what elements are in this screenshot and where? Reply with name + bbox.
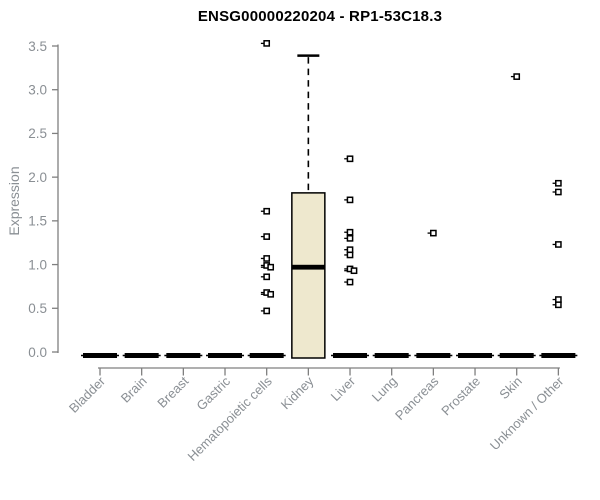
outlier-point [555, 241, 562, 248]
boxplot-breast [164, 353, 203, 358]
x-tick-label-pancreas: Pancreas [392, 373, 442, 423]
collapsed-box [166, 353, 201, 358]
boxplot-liver [331, 155, 370, 358]
outlier-point [513, 73, 521, 80]
outlier-point [346, 278, 354, 286]
boxplot-unknown-other [539, 179, 578, 358]
y-tick-label: 3.5 [28, 39, 47, 54]
outlier-point [350, 267, 358, 275]
x-tick-label-kidney: Kidney [278, 373, 317, 412]
x-tick-label-brain: Brain [118, 374, 150, 406]
collapsed-box [416, 353, 451, 358]
outlier-point [267, 263, 275, 271]
outlier-point [267, 290, 275, 298]
collapsed-box [458, 353, 493, 358]
x-tick-label-bladder: Bladder [66, 373, 109, 416]
outlier-point [263, 40, 271, 47]
median-line [291, 264, 325, 270]
outlier-point [346, 228, 354, 236]
outlier-point [346, 234, 354, 242]
collapsed-box [124, 353, 159, 358]
y-tick-label: 2.0 [28, 170, 47, 185]
outlier-point [555, 179, 562, 187]
x-tick-label-gastric: Gastric [193, 373, 233, 413]
box-iqr [291, 192, 326, 359]
collapsed-box [499, 353, 534, 358]
y-tick-label: 3.0 [28, 83, 47, 98]
y-tick-label: 0.0 [28, 345, 47, 360]
x-tick-label-skin: Skin [496, 374, 524, 402]
boxplot-skin [497, 73, 536, 358]
y-tick-label: 2.5 [28, 126, 47, 141]
x-tick-label-breast: Breast [154, 373, 191, 410]
y-tick-label: 1.5 [28, 214, 47, 229]
collapsed-box [208, 353, 243, 358]
y-tick-label: 0.5 [28, 301, 47, 316]
collapsed-box [249, 353, 284, 358]
outlier-point [263, 273, 271, 281]
x-tick-label-prostate: Prostate [438, 374, 483, 419]
outlier-point [346, 251, 354, 259]
outlier-point [263, 255, 271, 262]
boxplot-pancreas [414, 229, 453, 358]
outlier-point [555, 301, 562, 309]
chart-title: ENSG00000220204 - RP1-53C18.3 [197, 8, 443, 25]
boxplot-prostate [456, 353, 495, 358]
boxplot-kidney [291, 54, 326, 359]
collapsed-box [333, 353, 368, 358]
x-tick-label-unknown-other: Unknown / Other [487, 373, 567, 453]
outlier-point [263, 233, 271, 240]
collapsed-box [541, 353, 576, 358]
x-tick-label-lung: Lung [369, 374, 400, 405]
y-tick-label: 1.0 [28, 257, 47, 272]
boxplot-hematopoietic-cells [247, 40, 286, 358]
outlier-point [346, 246, 354, 254]
x-tick-label-liver: Liver [328, 373, 359, 404]
collapsed-box [374, 353, 409, 358]
outlier-point [263, 307, 271, 315]
outlier-point [555, 296, 562, 303]
boxplot-gastric [206, 353, 245, 358]
outlier-point [430, 229, 437, 237]
collapsed-box [83, 353, 117, 358]
boxplot-lung [372, 353, 411, 358]
boxplot-bladder [81, 353, 119, 358]
outlier-point [263, 207, 271, 215]
outlier-point [346, 155, 354, 163]
boxplot-brain [122, 353, 161, 358]
outlier-point [346, 196, 354, 204]
outlier-point [555, 188, 562, 196]
